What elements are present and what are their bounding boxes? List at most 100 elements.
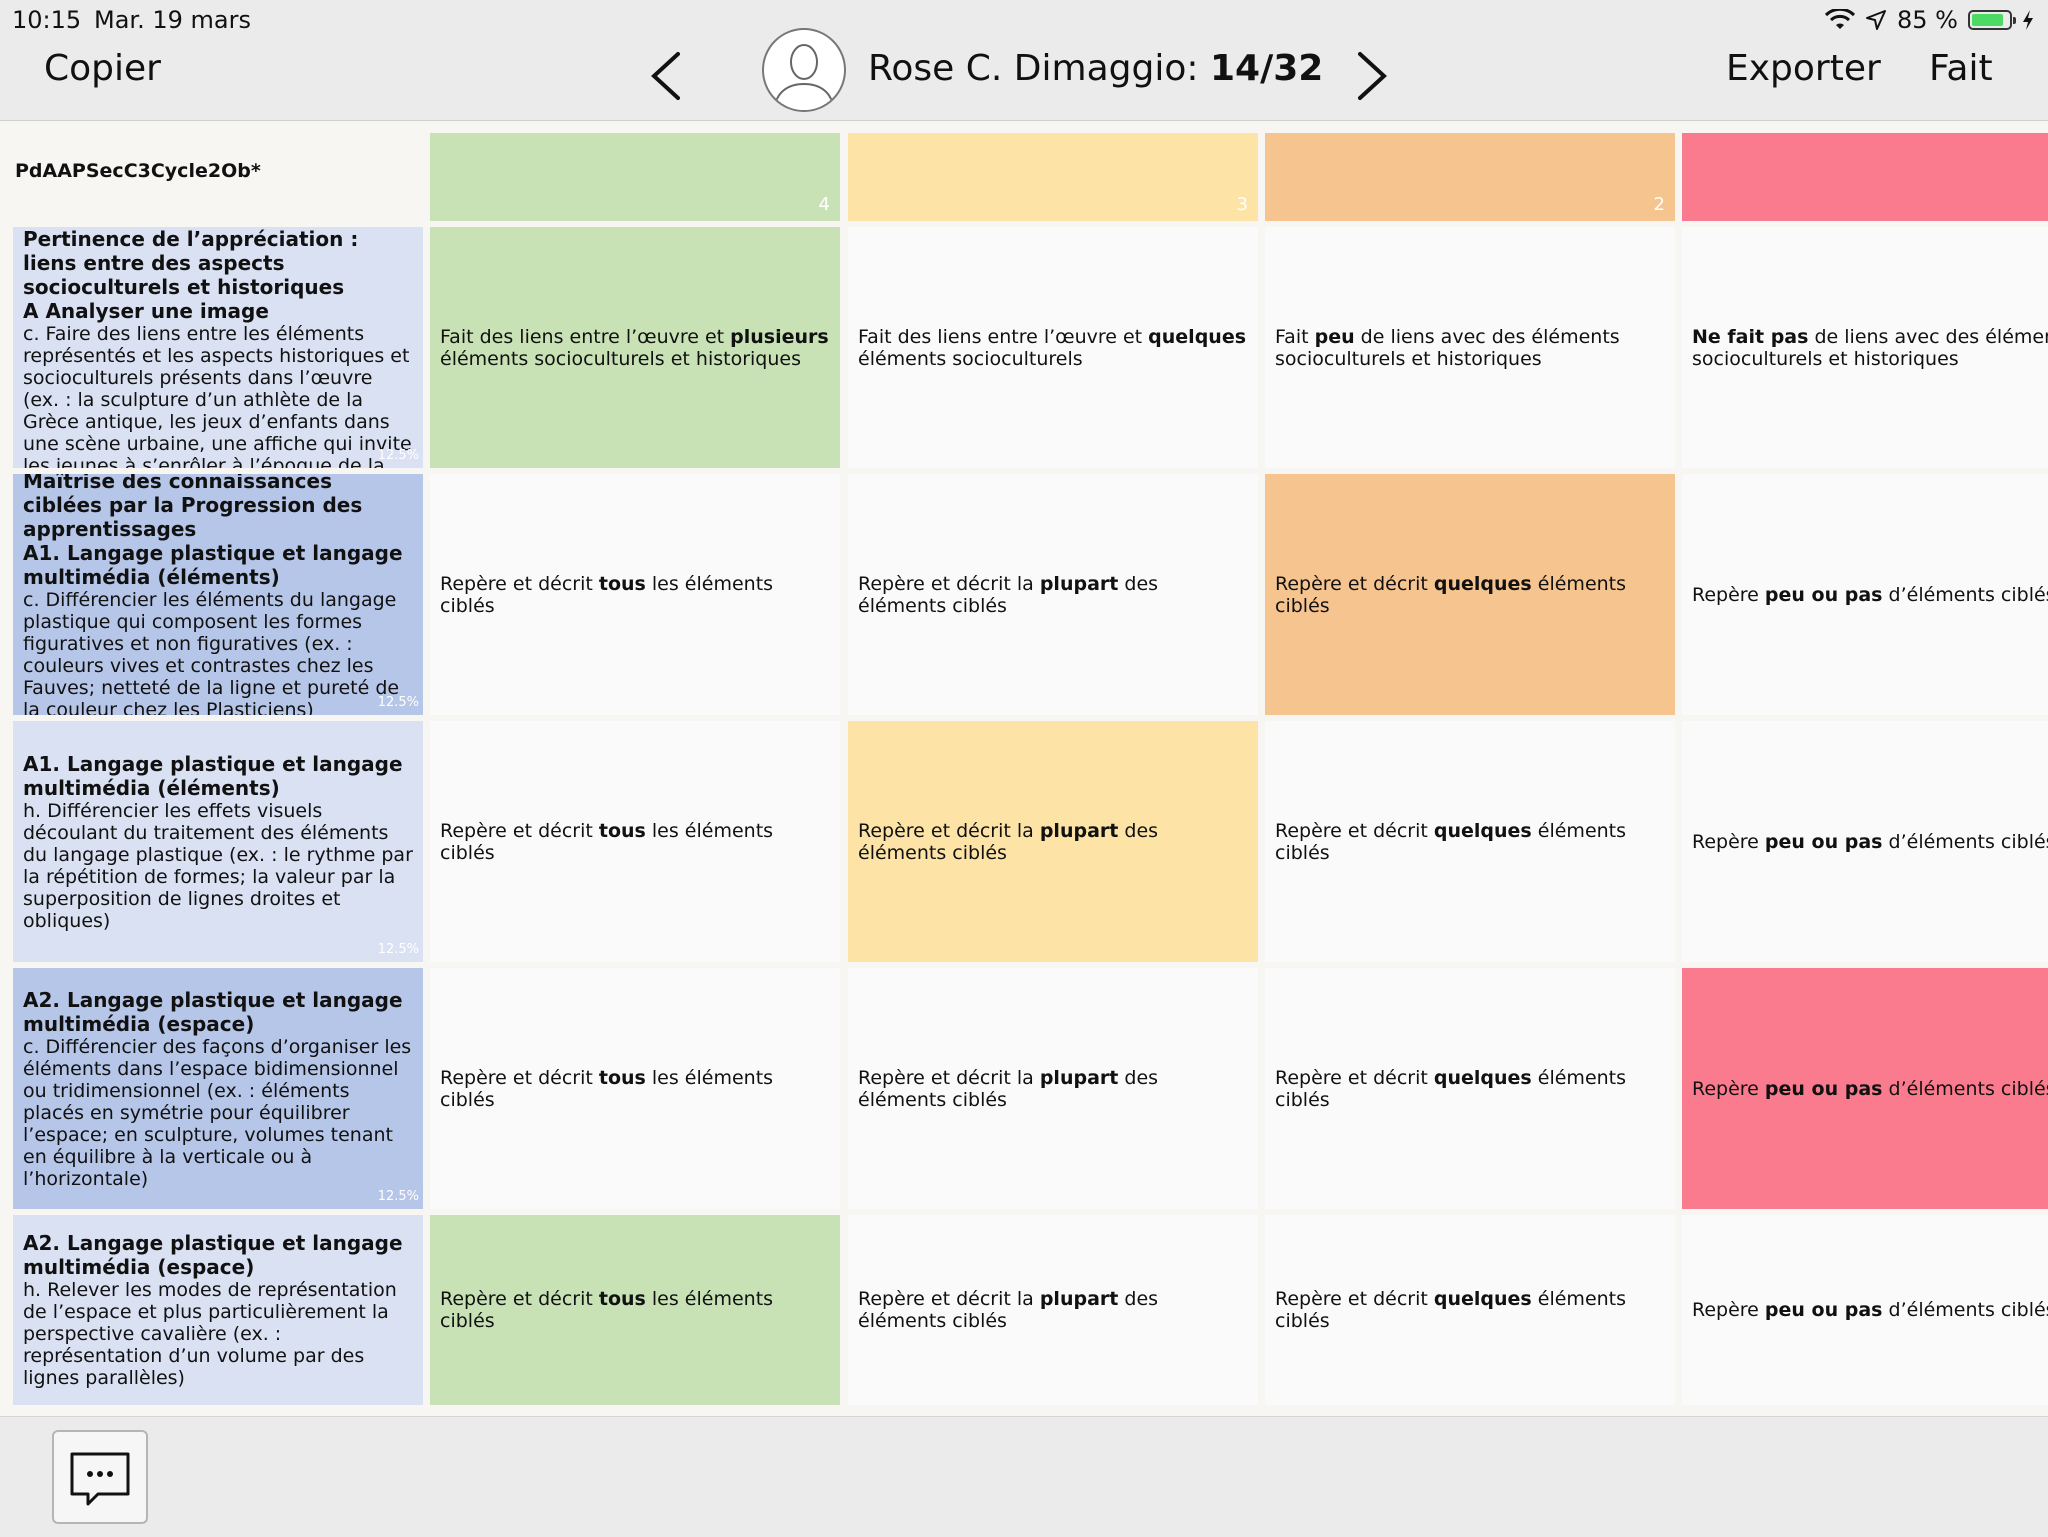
descriptor-text: Repère et décrit tous les éléments ciblé… [440,820,830,864]
descriptor-post: des éléments ciblés [858,1288,1159,1332]
criterion-weight: 12.5% [377,448,419,463]
descriptor-pre: Repère et décrit [1275,819,1434,842]
level-descriptor-cell[interactable]: Repère et décrit quelques éléments ciblé… [1265,1215,1675,1405]
descriptor-post: éléments socioculturels et historiques [440,347,801,370]
descriptor-pre: Repère et décrit la [858,572,1040,595]
descriptor-text: Repère peu ou pas d’éléments ciblés [1692,1078,2048,1100]
location-arrow-icon [1866,10,1887,30]
level-descriptor-cell[interactable]: Repère et décrit quelques éléments ciblé… [1265,968,1675,1209]
descriptor-text: Repère et décrit quelques éléments ciblé… [1275,573,1665,617]
level-descriptor-cell[interactable]: Repère et décrit tous les éléments ciblé… [430,474,840,715]
level-descriptor-cell[interactable]: Repère et décrit tous les éléments ciblé… [430,1215,840,1405]
comment-button[interactable] [52,1430,148,1524]
descriptor-key: plusieurs [730,325,829,348]
descriptor-key: plupart [1039,1066,1119,1089]
level-descriptor-cell[interactable]: Repère et décrit quelques éléments ciblé… [1265,721,1675,962]
criterion-cell: A2. Langage plastique et langage multimé… [13,968,423,1209]
descriptor-pre: Repère [1692,1299,1765,1321]
descriptor-pre: Repère et décrit [1275,1288,1434,1310]
level-descriptor-cell[interactable]: Repère et décrit tous les éléments ciblé… [430,721,840,962]
descriptor-pre: Repère et décrit [440,819,599,842]
charging-bolt-icon [2023,10,2033,30]
copy-button[interactable]: Copier [44,48,161,89]
descriptor-key: quelques [1433,1066,1532,1089]
bottom-toolbar [0,1416,2048,1537]
criterion-subtitle: A1. Langage plastique et langage multimé… [23,540,403,589]
descriptor-post: d’éléments ciblés [1882,583,2048,606]
done-button[interactable]: Fait [1929,48,1993,89]
descriptor-pre: Repère et décrit [440,1066,599,1089]
descriptor-text: Repère et décrit la plupart des éléments… [858,1067,1248,1111]
export-button[interactable]: Exporter [1726,48,1881,89]
status-time: 10:15 [12,6,82,34]
descriptor-key: quelques [1148,325,1247,348]
wifi-icon [1825,9,1856,29]
level-descriptor-cell[interactable]: Repère et décrit la plupart des éléments… [848,474,1258,715]
descriptor-post: d’éléments ciblés [1882,1077,2048,1100]
descriptor-key: tous [598,1288,646,1310]
descriptor-text: Repère et décrit la plupart des éléments… [858,820,1248,864]
descriptor-post: les éléments ciblés [440,1066,774,1111]
descriptor-post: éléments socioculturels [858,347,1083,370]
level-descriptor-cell[interactable]: Repère et décrit la plupart des éléments… [848,968,1258,1209]
criterion-weight: 12.5% [377,695,419,710]
descriptor-pre: Repère [1692,583,1765,606]
descriptor-post: d’éléments ciblés [1882,830,2048,853]
descriptor-text: Repère et décrit tous les éléments ciblé… [440,1288,830,1332]
level-descriptor-cell[interactable]: Fait des liens entre l’œuvre et quelques… [848,227,1258,468]
battery-percent: 85 % [1897,6,1958,34]
level-descriptor-cell[interactable]: Repère peu ou pas d’éléments ciblés [1682,1215,2048,1405]
descriptor-post: éléments ciblés [1275,1288,1627,1332]
next-student-chevron-icon[interactable] [1338,44,1398,108]
level-descriptor-cell[interactable]: Repère et décrit tous les éléments ciblé… [430,968,840,1209]
level-header-1: 4 [430,133,840,221]
level-descriptor-cell[interactable]: Repère et décrit la plupart des éléments… [848,721,1258,962]
descriptor-pre: Repère [1692,1077,1765,1100]
descriptor-text: Repère et décrit tous les éléments ciblé… [440,1067,830,1111]
descriptor-text: Repère et décrit quelques éléments ciblé… [1275,820,1665,864]
descriptor-key: quelques [1433,572,1532,595]
descriptor-key: peu ou pas [1764,830,1883,853]
descriptor-text: Repère et décrit la plupart des éléments… [858,573,1248,617]
previous-student-chevron-icon[interactable] [640,44,700,108]
descriptor-key: peu [1314,325,1355,348]
criterion-cell: Maîtrise des connaissances ciblées par l… [13,474,423,715]
descriptor-pre: Repère et décrit la [858,1066,1040,1089]
level-descriptor-cell[interactable]: Repère et décrit quelques éléments ciblé… [1265,474,1675,715]
criterion-description: c. Différencier les éléments du langage … [23,588,400,716]
level-descriptor-cell[interactable]: Fait des liens entre l’œuvre et plusieur… [430,227,840,468]
level-score: 4 [818,194,830,215]
student-avatar [762,28,846,112]
level-descriptor-cell[interactable]: Fait peu de liens avec des éléments soci… [1265,227,1675,468]
level-descriptor-cell[interactable]: Repère peu ou pas d’éléments ciblés [1682,968,2048,1209]
speech-bubble-icon [70,1452,130,1506]
criterion-weight: 12.5% [377,1189,419,1204]
level-descriptor-cell[interactable]: Ne fait pas de liens avec des éléments s… [1682,227,2048,468]
level-score: 2 [1653,194,1665,215]
descriptor-post: les éléments ciblés [440,1288,774,1332]
status-date: Mar. 19 mars [94,6,251,34]
criterion-subtitle: A2. Langage plastique et langage multimé… [23,987,403,1036]
level-descriptor-cell[interactable]: Repère et décrit la plupart des éléments… [848,1215,1258,1405]
descriptor-key: peu ou pas [1764,1077,1883,1100]
descriptor-post: les éléments ciblés [440,819,774,864]
descriptor-key: tous [598,1066,646,1089]
descriptor-key: peu ou pas [1764,583,1883,606]
descriptor-key: Ne fait pas [1692,325,1809,348]
status-bar: 10:15 Mar. 19 mars 85 % [0,0,2048,40]
descriptor-post: éléments ciblés [1275,572,1627,617]
descriptor-key: plupart [1039,819,1119,842]
descriptor-pre: Repère et décrit la [858,819,1040,842]
descriptor-key: plupart [1039,572,1119,595]
descriptor-text: Fait des liens entre l’œuvre et quelques… [858,326,1248,370]
level-descriptor-cell[interactable]: Repère peu ou pas d’éléments ciblés [1682,474,2048,715]
descriptor-key: tous [598,572,646,595]
descriptor-post: d’éléments ciblés [1882,1299,2048,1321]
descriptor-pre: Repère et décrit [440,1288,599,1310]
descriptor-post: de liens avec des éléments socioculturel… [1275,325,1620,370]
descriptor-text: Repère peu ou pas d’éléments ciblés [1692,1299,2048,1321]
descriptor-pre: Repère et décrit [1275,1066,1434,1089]
level-descriptor-cell[interactable]: Repère peu ou pas d’éléments ciblés [1682,721,2048,962]
descriptor-text: Repère et décrit quelques éléments ciblé… [1275,1288,1665,1332]
descriptor-pre: Fait des liens entre l’œuvre et [858,325,1149,348]
